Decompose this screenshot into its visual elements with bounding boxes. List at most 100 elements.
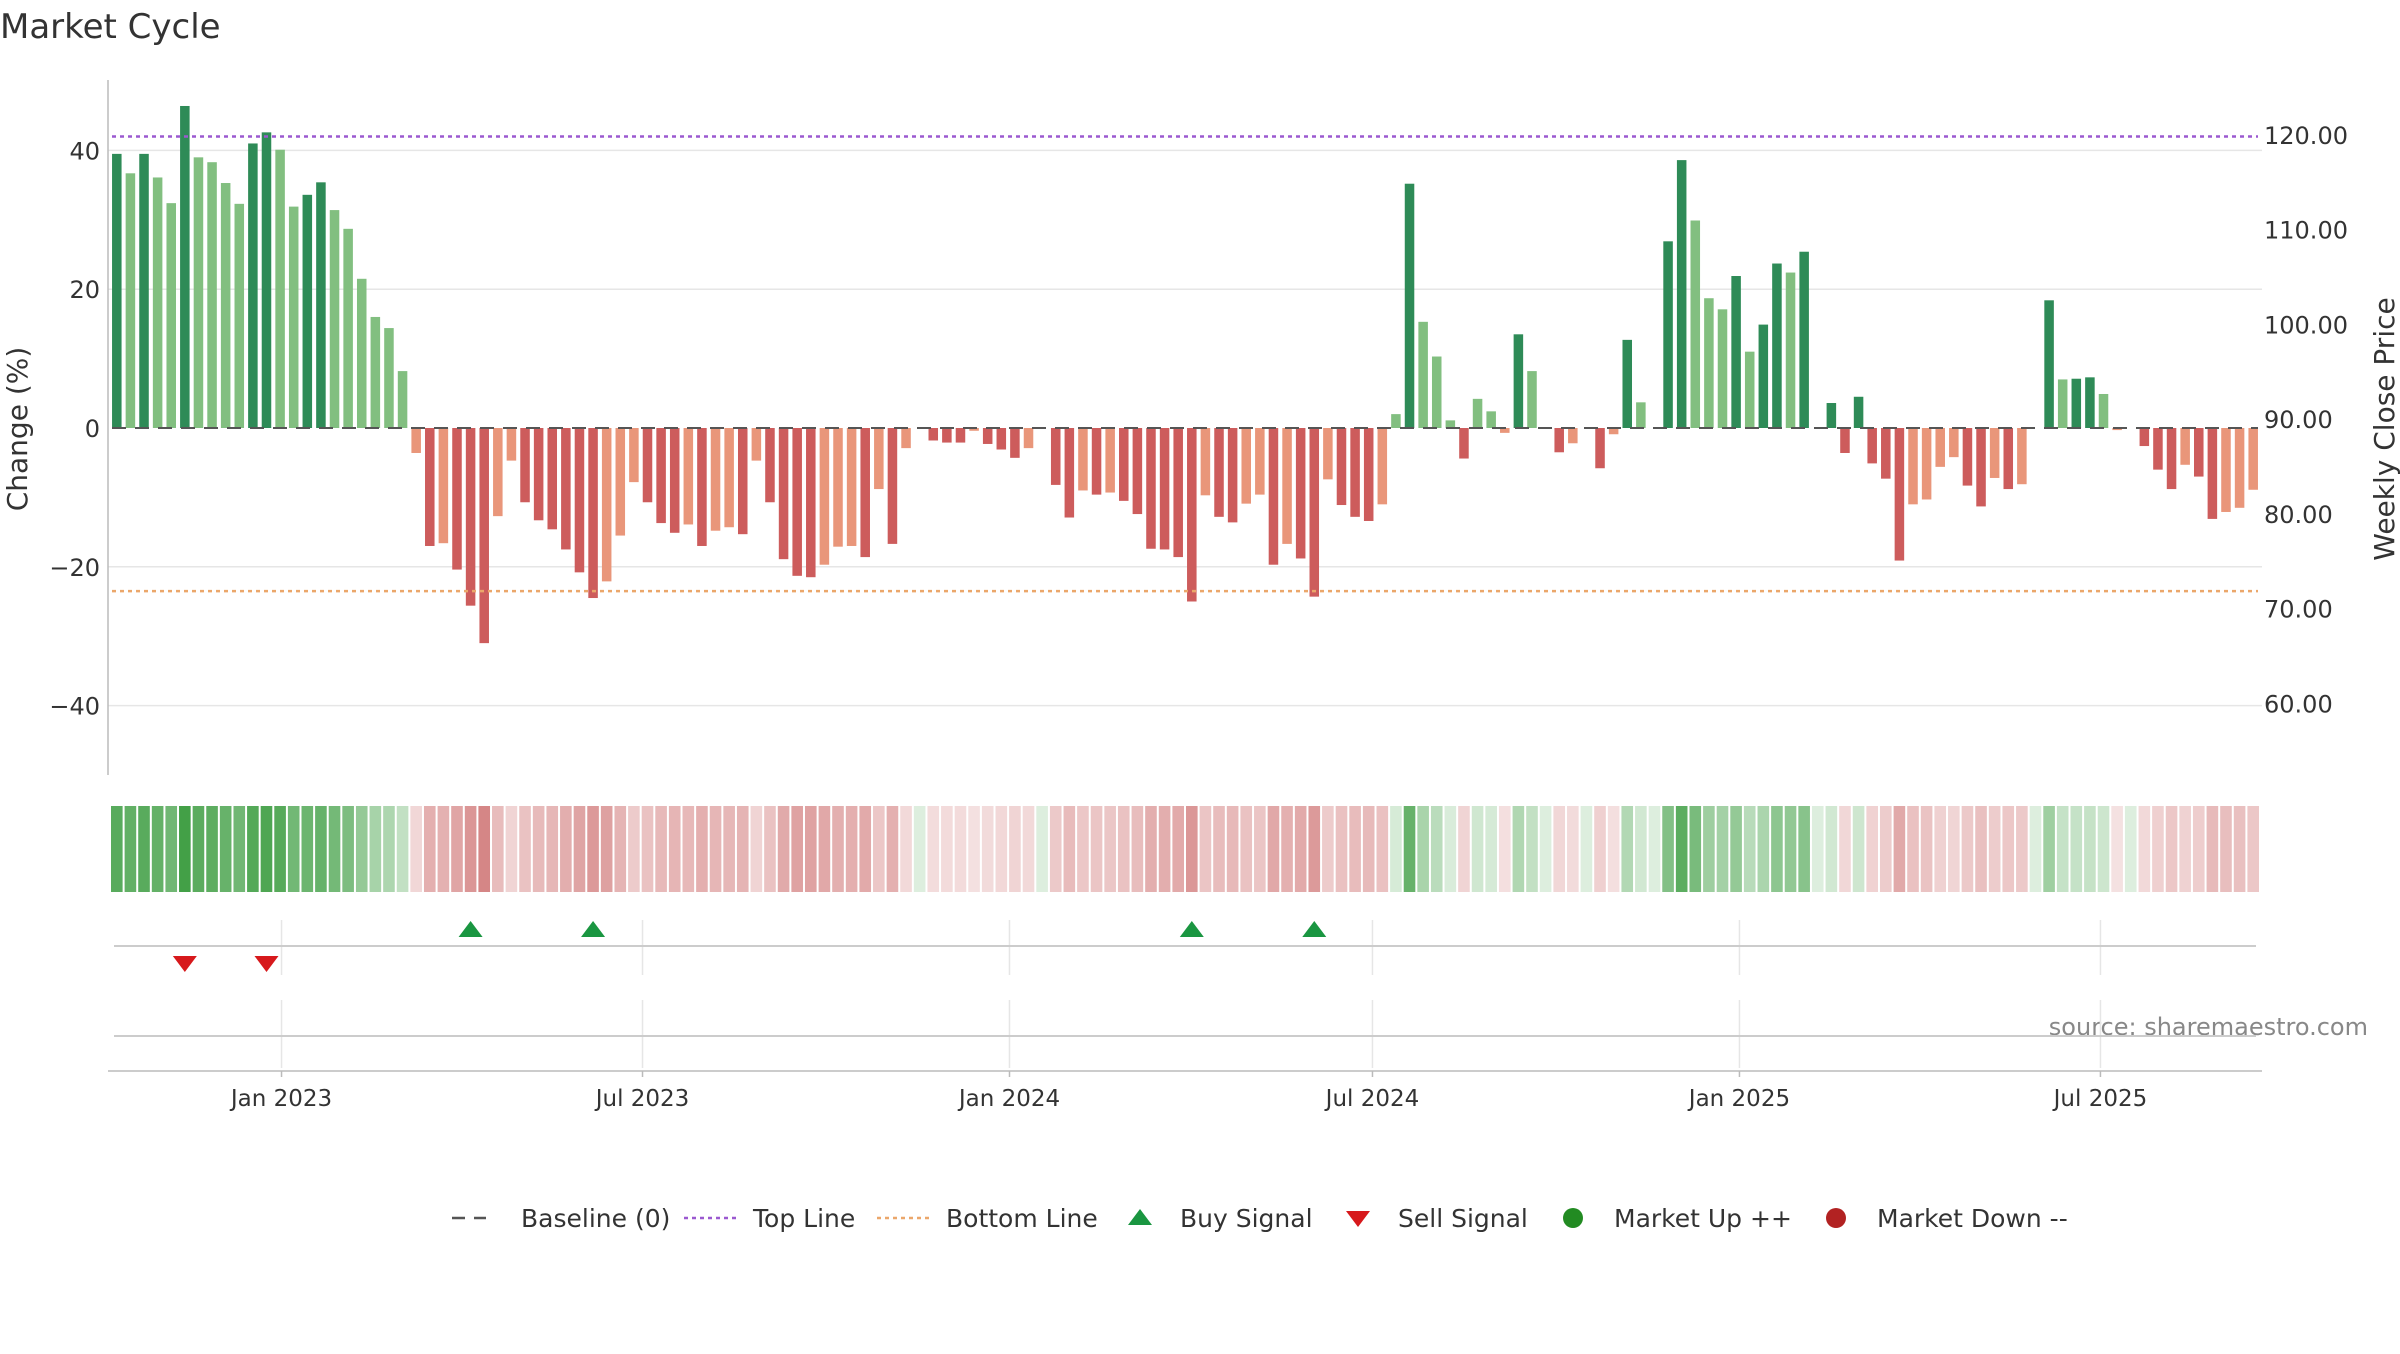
- bar: [1091, 428, 1102, 495]
- heat-cell: [233, 806, 246, 892]
- heat-cell: [1648, 806, 1661, 892]
- heat-cell: [1362, 806, 1375, 892]
- y2-tick-label: 70.00: [2264, 596, 2333, 624]
- bar: [697, 428, 707, 546]
- legend-label: Market Up ++: [1614, 1204, 1792, 1233]
- bar: [465, 428, 476, 606]
- bar: [1989, 428, 2000, 478]
- heat-cell: [995, 806, 1008, 892]
- y2-tick-label: 80.00: [2264, 501, 2333, 529]
- bar: [2139, 428, 2150, 447]
- heat-cell: [913, 806, 926, 892]
- heat-cell: [736, 806, 749, 892]
- heat-cell: [1226, 806, 1239, 892]
- heat-cell: [1961, 806, 1974, 892]
- heat-cell: [2206, 806, 2219, 892]
- heat-cell: [1621, 806, 1634, 892]
- bar: [1881, 428, 1891, 479]
- legend: [452, 1208, 1846, 1228]
- heat-cell: [1607, 806, 1620, 892]
- buy-signal-marker: [1179, 921, 1204, 937]
- bar: [1078, 428, 1088, 491]
- bar: [2098, 393, 2109, 428]
- bar: [669, 428, 680, 533]
- heat-cell: [1281, 806, 1293, 892]
- bar: [1377, 428, 1388, 505]
- y2-axis-label: Weekly Close Price: [2368, 297, 2400, 560]
- bar: [1717, 309, 1728, 428]
- legend-swatch-buy: [1128, 1209, 1152, 1225]
- heat-cell: [383, 806, 395, 892]
- bar: [1758, 324, 1769, 428]
- heat-cell: [1430, 806, 1443, 892]
- bar: [765, 428, 775, 503]
- bar: [1676, 160, 1687, 428]
- heat-cell: [791, 806, 803, 892]
- bar: [1486, 411, 1496, 428]
- bar: [370, 316, 381, 428]
- heat-cell: [1825, 806, 1838, 892]
- bar: [1636, 402, 1646, 428]
- heat-cell: [2152, 806, 2164, 892]
- heat-cell: [600, 806, 613, 892]
- heat-cell: [886, 806, 899, 892]
- heat-cell: [464, 806, 477, 892]
- heat-cell: [532, 806, 545, 892]
- heat-cell: [1975, 806, 1987, 892]
- heat-cell: [750, 806, 763, 892]
- heat-cell: [2084, 806, 2096, 892]
- x-tick-label: Jul 2025: [2052, 1086, 2148, 1112]
- heat-cell: [1512, 806, 1525, 892]
- bar: [1840, 428, 1850, 453]
- bar: [343, 228, 353, 428]
- bar: [1472, 398, 1483, 428]
- bar: [846, 428, 857, 546]
- heat-cell: [1417, 806, 1429, 892]
- heat-cell: [818, 806, 831, 892]
- bar: [438, 428, 449, 544]
- bar: [1935, 428, 1945, 467]
- x-tick-label: Jan 2024: [957, 1086, 1060, 1112]
- bar: [1908, 428, 1918, 505]
- heat-cell: [1308, 806, 1321, 892]
- bar: [316, 182, 326, 428]
- bar: [180, 105, 190, 428]
- heat-cell: [1104, 806, 1116, 892]
- heat-cell: [1893, 806, 1906, 892]
- bar: [887, 428, 898, 544]
- heat-cell: [2016, 806, 2028, 892]
- bar: [1690, 220, 1701, 428]
- heat-cell: [1526, 806, 1538, 892]
- y-tick-label: 40: [69, 137, 100, 165]
- heat-cell: [587, 806, 599, 892]
- bar: [139, 153, 149, 428]
- heat-cell: [1580, 806, 1593, 892]
- heat-cell: [1049, 806, 1062, 892]
- heat-cell: [2029, 806, 2042, 892]
- heat-cell: [111, 806, 123, 892]
- heat-cell: [1866, 806, 1878, 892]
- heat-cell: [1594, 806, 1606, 892]
- heat-cell: [1498, 806, 1511, 892]
- bar: [1500, 428, 1510, 433]
- bar: [2166, 428, 2177, 490]
- bar: [1336, 428, 1347, 506]
- heat-cell: [247, 806, 259, 892]
- bar: [1391, 414, 1401, 428]
- heat-cell: [505, 806, 518, 892]
- bar: [2003, 428, 2014, 490]
- heat-cell: [2247, 806, 2259, 892]
- heat-cell: [1716, 806, 1729, 892]
- bar: [1731, 276, 1741, 428]
- heat-cell: [2097, 806, 2110, 892]
- heat-cell: [777, 806, 790, 892]
- bar: [234, 203, 245, 428]
- legend-label: Market Down --: [1877, 1204, 2068, 1233]
- bar: [942, 428, 952, 443]
- heat-cell: [927, 806, 940, 892]
- heat-cell: [696, 806, 708, 892]
- heat-cell: [628, 806, 640, 892]
- heat-cell: [1839, 806, 1851, 892]
- bar: [996, 428, 1007, 450]
- bar: [2153, 428, 2163, 470]
